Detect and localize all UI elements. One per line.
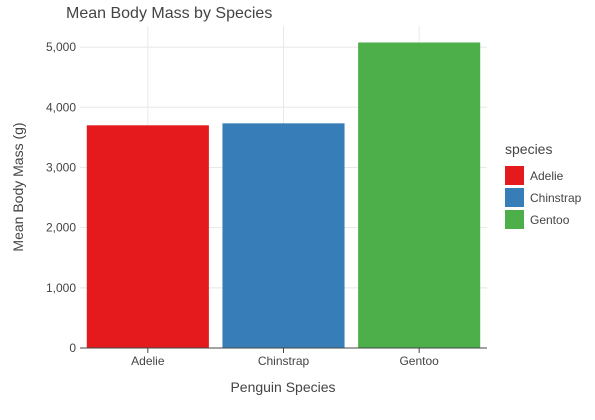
legend-label-chinstrap[interactable]: Chinstrap bbox=[530, 191, 582, 205]
legend-swatch-adelie[interactable] bbox=[505, 166, 524, 185]
legend-swatch-chinstrap[interactable] bbox=[505, 188, 524, 207]
axes: 0 1,000 2,000 3,000 4,000 5,000 Adelie Chinstra… bbox=[46, 40, 487, 368]
x-tick-label: Chinstrap bbox=[258, 354, 310, 368]
legend-swatch-gentoo[interactable] bbox=[505, 210, 524, 229]
bars bbox=[86, 42, 481, 349]
y-tick-label: 5,000 bbox=[46, 40, 76, 54]
y-tick-label: 1,000 bbox=[46, 281, 76, 295]
legend-label-adelie[interactable]: Adelie bbox=[530, 169, 564, 183]
x-axis-label: Penguin Species bbox=[230, 379, 335, 395]
y-tick-label: 2,000 bbox=[46, 221, 76, 235]
y-tick-label: 3,000 bbox=[46, 160, 76, 174]
bar-adelie[interactable] bbox=[86, 125, 209, 348]
y-tick-label: 4,000 bbox=[46, 100, 76, 114]
x-tick-label: Adelie bbox=[131, 354, 165, 368]
y-axis-label: Mean Body Mass (g) bbox=[10, 122, 26, 251]
legend-title: species bbox=[505, 141, 552, 157]
y-tick-label: 0 bbox=[69, 341, 76, 355]
bar-chinstrap[interactable] bbox=[222, 123, 345, 349]
chart-title: Mean Body Mass by Species bbox=[66, 5, 272, 22]
bar-gentoo[interactable] bbox=[358, 42, 481, 349]
legend: species Adelie Chinstrap Gentoo bbox=[505, 141, 582, 229]
x-tick-label: Gentoo bbox=[399, 354, 439, 368]
legend-label-gentoo[interactable]: Gentoo bbox=[530, 213, 570, 227]
